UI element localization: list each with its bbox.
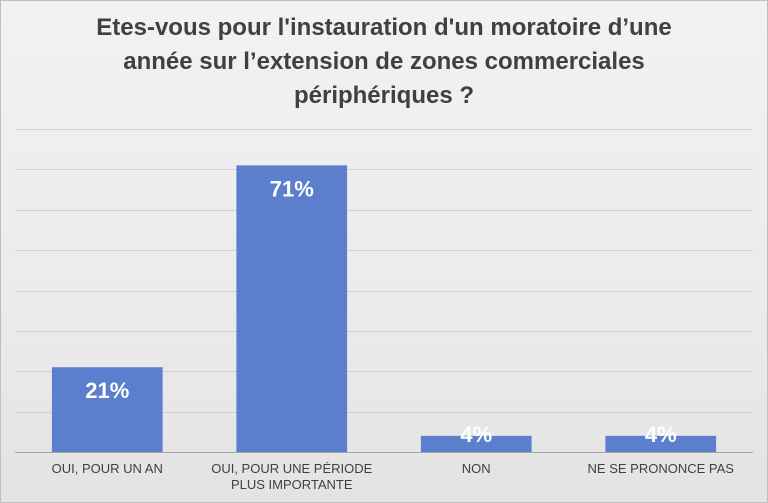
bar [236,165,348,452]
chart-title-line: périphériques ? [293,82,475,109]
data-label: 71% [270,176,314,201]
chart-title-line: année sur l’extension de zones commercia… [123,48,645,75]
x-tick-label: NON [462,461,491,476]
data-label: 21% [85,378,129,403]
bar [605,435,717,452]
chart-title: Etes-vous pour l'instauration d'un morat… [1,11,767,113]
chart-title-line: Etes-vous pour l'instauration d'un morat… [96,14,672,41]
x-tick-label: NE SE PRONONCE PAS [588,461,735,476]
x-tick-label: OUI, POUR UN AN [52,461,163,476]
data-label: 4% [645,422,677,447]
x-tick-label: PLUS IMPORTANTE [231,477,353,492]
x-tick-label: OUI, POUR UNE PÉRIODE [211,461,372,476]
bar [420,435,532,452]
data-label: 4% [460,422,492,447]
bar [51,367,163,452]
